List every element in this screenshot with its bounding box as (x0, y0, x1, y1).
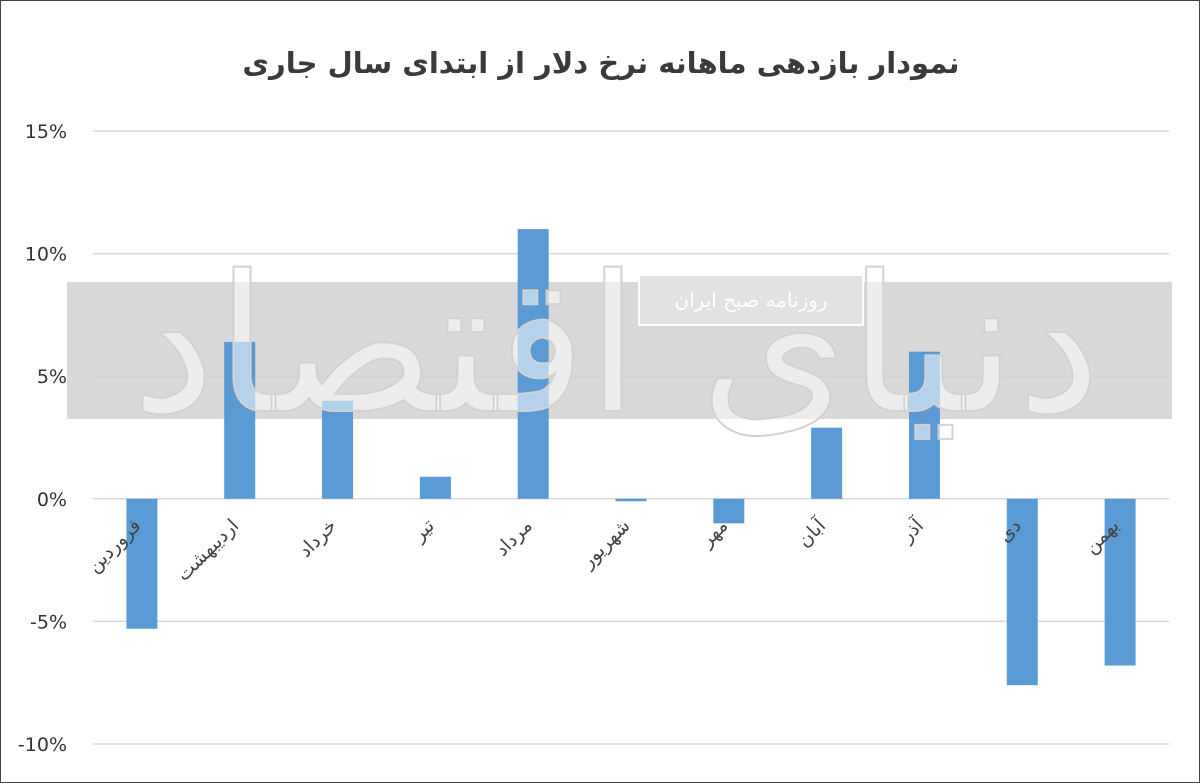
category-label: اردیبهشت (172, 515, 243, 586)
category-label: تیر (407, 515, 438, 546)
watermark-logo: دنیای اقتصاد روزنامه صبح ایران (130, 234, 1102, 457)
watermark-logo-text: دنیای اقتصاد (131, 235, 1101, 456)
watermark-stamp-box (638, 274, 864, 326)
bar (1104, 498, 1136, 666)
chart-title: نمودار بازدهی ماهانه نرخ دلار از ابتدای … (242, 46, 959, 80)
y-tick-label: 0% (37, 489, 67, 511)
category-label: مرداد (491, 515, 537, 561)
bar (322, 400, 354, 499)
category-label: شهریور (576, 515, 634, 573)
y-tick-label: 15% (25, 121, 67, 143)
category-labels: فروردین اردیبهشت خرداد تیر مرداد شهریور مهر آبا… (83, 513, 1124, 586)
bars (126, 229, 1136, 686)
category-label: آبان (792, 513, 831, 552)
watermark-stamp-text: روزنامه صبح ایران (674, 288, 827, 312)
bar (713, 498, 745, 524)
bar (419, 476, 451, 499)
y-tick-label: -5% (30, 611, 67, 633)
bar (517, 229, 549, 499)
bar (224, 341, 256, 499)
category-label: آذر (894, 513, 928, 547)
bar (1006, 498, 1038, 686)
y-tick-label: 10% (25, 244, 67, 266)
bar (126, 498, 158, 629)
bar (908, 351, 940, 499)
category-label: خرداد (294, 515, 341, 562)
bar (811, 427, 843, 499)
y-tick-label: 5% (37, 366, 67, 388)
y-axis-ticks: 15% 10% 5% 0% -5% -10% (18, 121, 67, 756)
y-tick-label: -10% (18, 734, 67, 756)
bar (615, 498, 647, 502)
